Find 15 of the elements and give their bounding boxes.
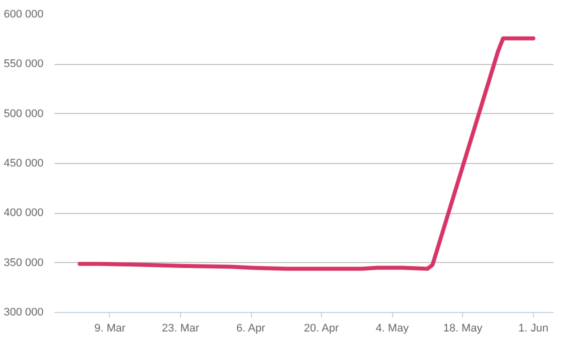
x-tick-label: 4. May (376, 322, 410, 334)
y-tick-label: 300 000 (4, 306, 44, 318)
y-tick-label: 400 000 (4, 207, 44, 220)
x-tick-label: 18. May (443, 322, 483, 334)
x-tick-label: 23. Mar (162, 322, 200, 334)
y-tick-label: 450 000 (4, 158, 44, 170)
y-tick-label: 350 000 (4, 256, 44, 269)
x-tick-label: 6. Apr (236, 322, 266, 334)
y-tick-label: 550 000 (4, 58, 44, 70)
x-tick-label: 20. Apr (304, 322, 340, 334)
y-tick-label: 600 000 (4, 8, 44, 20)
line-series (78, 36, 536, 271)
x-tick-label: 1. Jun (518, 322, 548, 334)
x-tick-label: 9. Mar (94, 322, 126, 334)
y-tick-label: 500 000 (4, 108, 44, 120)
